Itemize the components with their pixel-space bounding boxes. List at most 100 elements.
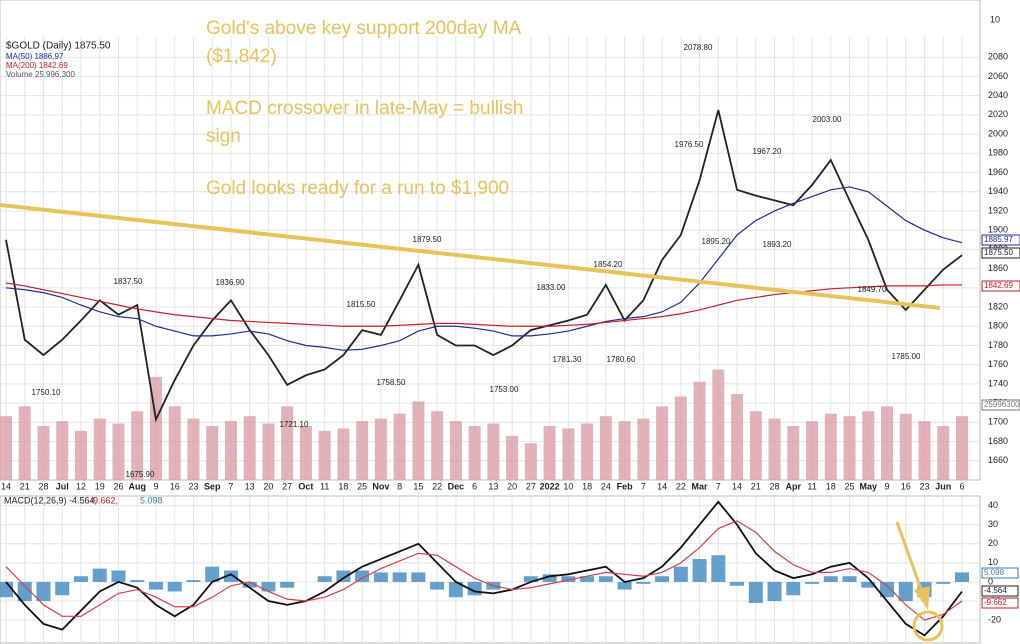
volume-bar (318, 430, 331, 480)
volume-bar (562, 428, 575, 480)
volume-bar (468, 425, 481, 480)
y-tick-label: 1660 (988, 455, 1008, 465)
y-tick-label: 1900 (988, 225, 1008, 235)
price-label: 1879.50 (413, 235, 442, 244)
series-line (5, 520, 963, 621)
value-box (981, 585, 1019, 597)
series-line (5, 500, 963, 637)
y-tick-label: 1860 (988, 263, 1008, 273)
volume-bar (112, 423, 125, 480)
y-tick-label: 2060 (988, 71, 1008, 81)
x-tick-label: 15 (413, 481, 423, 491)
volume-bar (37, 425, 50, 480)
grid (0, 36, 980, 643)
x-tick-label: 11 (320, 481, 329, 491)
histogram-bar (373, 572, 388, 582)
x-tick-label: 9 (885, 481, 890, 491)
x-tick-label: 6 (472, 481, 477, 491)
arrow-shaft (895, 521, 924, 593)
volume-bar (299, 425, 312, 480)
volume-bar (787, 425, 800, 480)
volume-bar (281, 406, 294, 480)
x-tick-label: 19 (95, 481, 105, 491)
x-tick-label: 24 (601, 481, 611, 491)
volume-bar (693, 381, 706, 480)
histogram-bar (17, 581, 32, 602)
histogram-bar (580, 576, 595, 582)
value-box (981, 247, 1020, 259)
x-tick-label: 21 (20, 481, 30, 491)
y-tick-label: 1960 (988, 167, 1008, 177)
price-label: 1837.50 (114, 277, 143, 286)
x-tick-label: 18 (826, 481, 836, 491)
volume-bar (524, 443, 537, 480)
histogram-bar (448, 581, 463, 598)
y-tick-label: 1740 (988, 378, 1008, 388)
histogram-bar (823, 576, 838, 582)
histogram-bar (73, 576, 88, 582)
price-label: 1895.20 (702, 237, 731, 246)
y-tick-label: 1800 (988, 321, 1008, 331)
volume-bar (168, 406, 181, 480)
histogram-bar (542, 574, 557, 582)
x-tick-label: Dec (448, 481, 465, 491)
legend-entry: MACD(12,26,9) -4.564, (4, 495, 97, 505)
price-label: 1758.50 (377, 378, 406, 387)
x-tick-label: 9 (153, 481, 158, 491)
value-box-label: 1885.97 (984, 235, 1013, 244)
volume-bar (131, 411, 144, 480)
price-label: 1836.90 (216, 278, 245, 287)
volume-bar (731, 394, 744, 480)
histogram-bar (205, 566, 220, 582)
x-tick-label: Mar (692, 481, 709, 491)
x-tick-label: 25 (357, 481, 367, 491)
value-box (981, 234, 1020, 246)
histogram-bar (336, 570, 351, 582)
annotation: sign (206, 126, 241, 147)
volume-bar (224, 421, 237, 480)
x-tick-label: 8 (397, 481, 402, 491)
y-tick-label: 1700 (988, 417, 1008, 427)
y-tick-label: 1940 (988, 186, 1008, 196)
y-tick-label: 2020 (988, 109, 1008, 119)
x-tick-label: 14 (1, 481, 11, 491)
volume-bar (712, 369, 725, 480)
histogram-bar (955, 572, 969, 582)
arrow-head (914, 586, 930, 610)
y-tick-label: 0 (988, 576, 993, 586)
x-tick-label: 27 (526, 481, 536, 491)
series-line (5, 186, 963, 351)
y-tick-label: 1680 (988, 436, 1008, 446)
volume-bar (487, 423, 500, 480)
x-tick-label: 22 (432, 481, 442, 491)
x-tick-label: 28 (770, 481, 780, 491)
price-label: 1721.10 (280, 420, 309, 429)
histogram-bar (655, 576, 670, 582)
histogram-bar (673, 566, 688, 582)
price-label: 1750.10 (32, 388, 61, 397)
price-label: 1976.50 (675, 140, 704, 149)
volume-bar (599, 416, 612, 480)
histogram-bar (36, 581, 51, 602)
price-label: 1833.00 (537, 283, 566, 292)
x-tick-label: 23 (188, 481, 198, 491)
histogram-bar (898, 581, 913, 602)
macd-panel (0, 495, 981, 644)
histogram-bar (261, 581, 276, 592)
x-tick-label: Sep (204, 481, 221, 491)
price-panel (0, 0, 981, 481)
volume-bar (374, 418, 387, 480)
y-tick-label: 1980 (988, 148, 1008, 158)
histogram-bar (317, 576, 332, 582)
x-tick-label: 20 (263, 481, 273, 491)
y-tick-label: 1820 (988, 301, 1008, 311)
x-tick-label: Oct (298, 481, 313, 491)
price-label: 1785.00 (892, 352, 921, 361)
x-tick-label: 6 (959, 481, 964, 491)
histogram-bar (242, 581, 257, 588)
x-tick-label: 18 (582, 481, 592, 491)
histogram-bar (430, 581, 445, 590)
value-box-label: 1842.69 (984, 281, 1013, 290)
histogram-bar (805, 581, 820, 584)
x-tick-label: Jun (935, 481, 951, 491)
